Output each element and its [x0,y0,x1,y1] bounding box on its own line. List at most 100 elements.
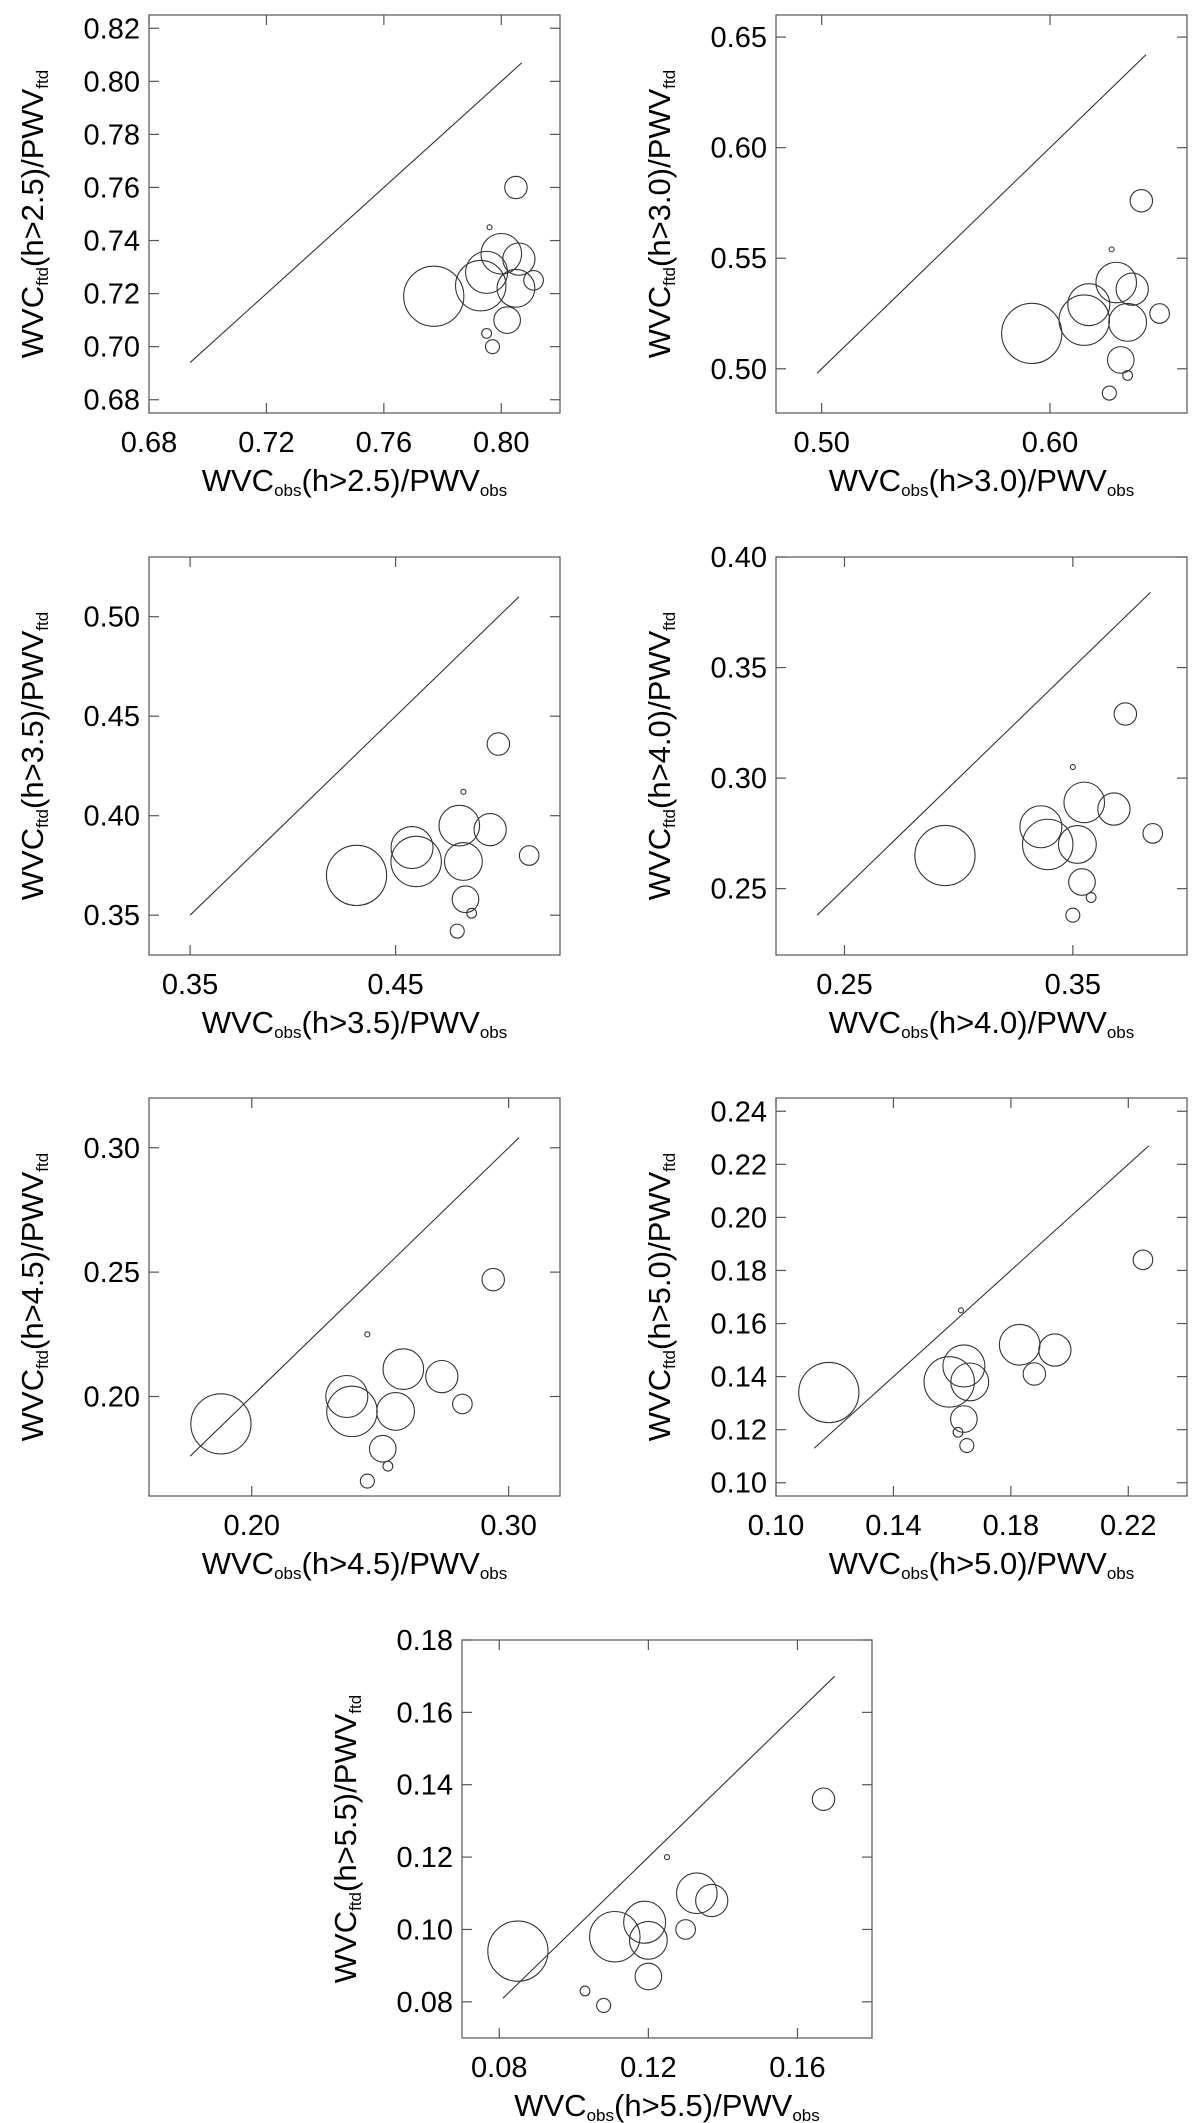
x-axis-title-sub: obs [901,1564,928,1583]
x-axis-title-mid: (h>4.0)/PWV [929,1005,1108,1040]
data-point [1106,346,1135,374]
data-point [950,1362,990,1402]
data-point [1122,369,1134,381]
y-axis-title: WVCftd(h>3.5)/PWVftd [15,612,52,900]
y-tick-label: 0.16 [711,1309,767,1341]
x-axis-title-sub2: obs [480,1023,507,1042]
y-tick-label: 0.14 [711,1362,767,1394]
y-axis-title-mid: (h>4.5)/PWV [15,1171,50,1350]
data-point [504,175,528,200]
x-axis-title: WVCobs(h>2.5)/PWVobs [202,463,507,500]
data-point [403,265,465,327]
one-to-one-line [189,1137,520,1457]
data-point [466,907,478,919]
y-axis-title-sub2: ftd [660,612,679,631]
y-axis-title-base: WVC [642,828,677,900]
scatter-panel-4: 0.25 0.350.250.300.350.40WVCobs(h>4.0)/PW… [642,542,1188,1042]
plot-frame [148,556,561,956]
data-point [480,232,523,275]
data-point [465,250,509,294]
data-point [1149,303,1170,324]
y-axis-title-base: WVC [15,1369,50,1441]
data-point [959,1438,975,1454]
data-point [998,1323,1041,1366]
data-point [923,1356,975,1408]
data-point [1108,302,1148,342]
x-axis-title: WVCobs(h>3.5)/PWVobs [202,1005,507,1042]
scatter-panel-6: 0.10 0.14 0.18 0.22 0.10 0.12 0.14 0.16 0.18 0.20… [642,1096,1188,1583]
data-point [1085,892,1097,903]
data-point [438,804,481,847]
data-point [579,1985,591,1997]
y-axis-title-sub2: ftd [660,70,679,89]
y-axis-title-sub: ftd [33,267,52,286]
data-point [914,824,976,887]
data-point [1101,385,1117,401]
data-point [1057,824,1097,864]
data-point [473,812,507,847]
y-tick-label: 0.18 [711,1255,767,1287]
data-point [1142,823,1164,844]
y-tick-label: 0.45 [84,701,140,733]
y-axis-title: WVCftd(h>4.5)/PWVftd [15,1153,52,1441]
data-point [190,1393,252,1455]
y-axis-title-sub: ftd [33,1350,52,1369]
x-tick-label: 0.72 [238,427,294,459]
data-point [496,268,536,308]
y-tick-label: 0.08 [397,1987,453,2019]
data-point [359,1473,375,1489]
y-axis-title: WVCftd(h>4.0)/PWVftd [642,612,679,900]
y-tick-label: 0.30 [711,763,767,795]
x-tick-label: 0.60 [1022,427,1078,459]
x-tick-label: 0.80 [473,427,529,459]
y-tick-label: 0.78 [84,119,140,151]
x-tick-label: 0.76 [356,427,412,459]
data-point [518,845,540,866]
y-tick-label: 0.10 [711,1468,767,1500]
plot-frame [775,556,1188,956]
x-tick-label: 0.18 [983,1510,1039,1542]
x-axis-title-base: WVC [202,1546,274,1581]
y-tick-label: 0.20 [711,1202,767,1234]
x-axis-title-sub2: obs [480,481,507,500]
y-axis-title-sub: ftd [660,1350,679,1369]
data-point [1095,261,1138,304]
data-point [1115,272,1149,306]
scatter-panel-2: 0.50 0.600.500.550.600.65WVCobs(h>3.0)/PW… [642,14,1188,500]
data-point [589,1910,641,1963]
plot-frame [148,14,561,414]
y-tick-label: 0.35 [711,653,767,685]
data-point [325,1374,369,1419]
y-axis-title-sub2: ftd [33,612,52,631]
y-axis-title-base: WVC [15,286,50,358]
data-point [663,1854,671,1861]
data-point [634,1962,663,1991]
y-tick-label: 0.22 [711,1149,767,1181]
x-axis-title-sub: obs [274,481,301,500]
x-axis-title-sub: obs [274,1564,301,1583]
data-point [628,1920,668,1960]
data-point [1067,283,1111,327]
one-to-one-line [816,591,1151,916]
x-tick-label: 0.22 [1100,1510,1156,1542]
x-axis-title: WVCobs(h>3.0)/PWVobs [829,463,1134,500]
y-tick-label: 0.65 [711,22,767,54]
y-axis-title-sub: ftd [33,809,52,828]
x-tick-label: 0.68 [121,427,177,459]
plot-frame [775,14,1188,414]
y-tick-label: 0.24 [711,1096,767,1128]
y-tick-label: 0.12 [397,1842,453,1874]
y-axis-title-mid: (h>5.5)/PWV [328,1713,363,1892]
data-point [452,1393,473,1415]
data-point [1021,818,1074,871]
data-point [481,1267,505,1292]
data-point [1132,1249,1154,1271]
data-point [950,1405,978,1433]
y-axis-title: WVCftd(h>3.0)/PWVftd [642,70,679,358]
one-to-one-line [502,1675,836,1999]
data-point [1129,188,1154,213]
x-axis-title-sub2: obs [792,2106,819,2123]
y-axis-title: WVCftd(h>2.5)/PWVftd [15,70,52,358]
x-tick-label: 0.16 [769,2052,825,2084]
one-to-one-line [813,1145,1150,1449]
